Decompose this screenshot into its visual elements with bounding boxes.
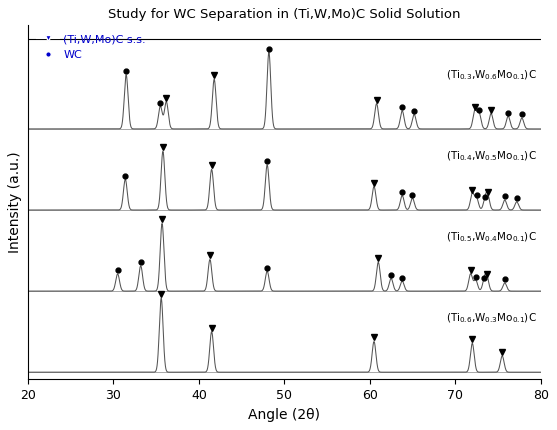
Text: (Ti$_{0.6}$,W$_{0.3}$Mo$_{0.1}$)C: (Ti$_{0.6}$,W$_{0.3}$Mo$_{0.1}$)C bbox=[446, 311, 536, 325]
Text: (Ti$_{0.3}$,W$_{0.6}$Mo$_{0.1}$)C: (Ti$_{0.3}$,W$_{0.6}$Mo$_{0.1}$)C bbox=[446, 68, 536, 82]
X-axis label: Angle (2θ): Angle (2θ) bbox=[248, 408, 320, 422]
Title: Study for WC Separation in (Ti,W,Mo)C Solid Solution: Study for WC Separation in (Ti,W,Mo)C So… bbox=[108, 8, 461, 22]
Y-axis label: Intensity (a.u.): Intensity (a.u.) bbox=[8, 151, 22, 253]
Legend: (Ti,W,Mo)C s.s., WC: (Ti,W,Mo)C s.s., WC bbox=[33, 31, 149, 63]
Text: (Ti$_{0.4}$,W$_{0.5}$Mo$_{0.1}$)C: (Ti$_{0.4}$,W$_{0.5}$Mo$_{0.1}$)C bbox=[446, 149, 536, 163]
Text: (Ti$_{0.5}$,W$_{0.4}$Mo$_{0.1}$)C: (Ti$_{0.5}$,W$_{0.4}$Mo$_{0.1}$)C bbox=[446, 230, 536, 244]
